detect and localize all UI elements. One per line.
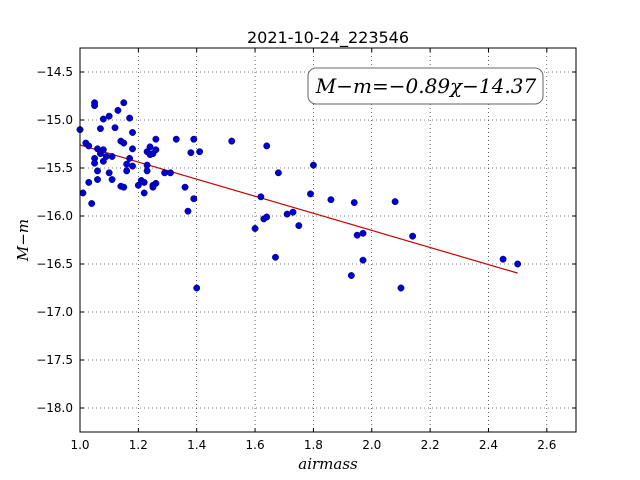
data-point <box>161 169 169 177</box>
data-point <box>172 135 180 143</box>
y-tick-label: −15.0 <box>36 113 73 127</box>
data-point <box>96 125 104 133</box>
x-tick-label: 1.8 <box>304 438 323 452</box>
data-point <box>274 169 282 177</box>
data-point <box>129 145 136 153</box>
y-tick-label: −16.5 <box>36 257 73 271</box>
data-point <box>99 146 107 154</box>
fit-line-layer <box>79 144 518 274</box>
x-tick-label: 1.4 <box>187 438 206 452</box>
data-point <box>88 200 96 207</box>
chart-title: 2021-10-24_223546 <box>247 28 409 48</box>
x-tick-label: 2.0 <box>362 438 381 452</box>
data-point <box>120 139 128 147</box>
data-point <box>79 189 87 197</box>
data-point <box>347 272 355 279</box>
data-point <box>263 142 271 150</box>
data-point <box>120 99 128 107</box>
data-point <box>263 213 271 221</box>
data-point <box>499 255 507 263</box>
x-tick-label: 2.2 <box>421 438 440 452</box>
ticks-layer: 1.0 1.2 1.4 1.6 1.8 2.0 2.2 2.4 2.6 −14.5 −15.0 −15… <box>36 48 576 452</box>
data-point <box>190 135 198 143</box>
y-tick-label: −17.5 <box>36 353 73 367</box>
data-point <box>152 135 160 143</box>
y-tick-label: −17.0 <box>36 305 73 319</box>
data-point <box>196 148 204 156</box>
data-point <box>108 176 116 183</box>
y-tick-label: −16.0 <box>36 209 73 223</box>
y-tick-label: −14.5 <box>36 65 73 79</box>
data-point <box>143 167 151 175</box>
y-tick-label: −18.0 <box>36 401 73 415</box>
x-tick-label: 1.2 <box>129 438 148 452</box>
data-point <box>140 178 148 186</box>
data-point <box>353 231 361 239</box>
data-point <box>126 154 134 162</box>
data-point <box>228 137 236 145</box>
data-point <box>397 284 405 292</box>
data-point <box>152 146 160 154</box>
data-point <box>105 112 113 120</box>
data-point <box>111 124 119 132</box>
data-point <box>91 159 99 167</box>
x-tick-label: 2.6 <box>537 438 556 452</box>
data-point <box>114 106 122 114</box>
data-point <box>123 167 131 175</box>
data-point <box>85 178 93 186</box>
data-point <box>94 176 101 183</box>
equation-annotation: M−m=−0.89χ−14.37 <box>315 74 537 98</box>
data-point <box>105 169 113 177</box>
y-axis-label: M−m <box>14 219 32 262</box>
data-point <box>85 142 93 150</box>
fit-line <box>79 144 518 274</box>
data-point <box>272 253 279 261</box>
x-tick-label: 2.4 <box>479 438 498 452</box>
data-point <box>350 199 358 207</box>
data-point <box>289 208 297 216</box>
data-point <box>193 284 201 292</box>
equation-annotation-box <box>307 67 544 105</box>
data-point <box>129 129 136 136</box>
data-point <box>187 149 195 157</box>
data-point <box>409 232 417 240</box>
data-point <box>190 195 198 203</box>
points-layer <box>76 99 522 292</box>
data-point <box>146 143 154 151</box>
data-point <box>181 183 189 191</box>
data-point <box>152 179 160 187</box>
data-point <box>126 114 134 122</box>
axes-frame <box>79 47 577 433</box>
data-point <box>91 102 99 110</box>
data-point <box>283 210 291 218</box>
data-point <box>295 222 303 230</box>
grid-layer <box>79 48 576 432</box>
x-tick-label: 1.0 <box>70 438 89 452</box>
data-point <box>184 207 192 215</box>
data-point <box>251 225 259 232</box>
data-point <box>108 153 116 160</box>
x-tick-label: 1.6 <box>246 438 265 452</box>
data-point <box>166 169 174 177</box>
data-point <box>140 189 148 197</box>
data-point <box>514 260 522 268</box>
y-tick-label: −15.5 <box>36 161 73 175</box>
data-point <box>257 193 265 201</box>
data-point <box>143 161 151 169</box>
data-point <box>94 167 101 175</box>
data-point <box>391 198 399 206</box>
data-point <box>359 229 367 237</box>
x-axis-label: airmass <box>298 455 358 473</box>
data-point <box>307 190 314 198</box>
data-point <box>309 161 317 169</box>
data-point <box>327 196 335 204</box>
data-point <box>129 162 136 170</box>
data-point <box>99 115 107 123</box>
data-point <box>359 256 367 264</box>
data-point <box>123 160 131 168</box>
data-point <box>120 183 128 191</box>
data-point <box>102 153 110 160</box>
